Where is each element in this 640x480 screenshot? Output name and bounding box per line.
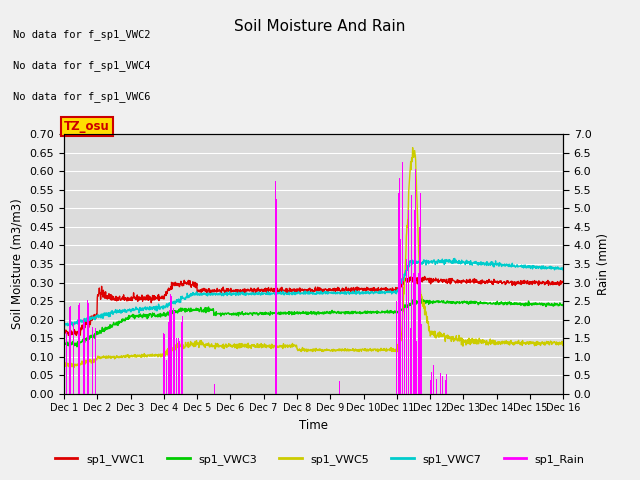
Legend: sp1_VWC1, sp1_VWC3, sp1_VWC5, sp1_VWC7, sp1_Rain: sp1_VWC1, sp1_VWC3, sp1_VWC5, sp1_VWC7, … xyxy=(51,450,589,469)
Bar xyxy=(163,333,164,394)
Bar xyxy=(275,181,276,394)
Bar xyxy=(166,362,167,394)
Bar xyxy=(166,361,167,394)
Text: No data for f_sp1_VWC4: No data for f_sp1_VWC4 xyxy=(13,60,150,71)
Bar xyxy=(433,368,434,394)
Bar xyxy=(339,383,340,394)
Bar xyxy=(399,178,400,394)
Bar xyxy=(69,307,70,394)
X-axis label: Time: Time xyxy=(299,419,328,432)
Bar xyxy=(92,336,93,394)
Bar xyxy=(418,261,419,394)
Bar xyxy=(429,379,430,394)
Bar xyxy=(168,323,169,394)
Bar xyxy=(176,338,177,394)
Bar xyxy=(182,330,183,394)
Bar xyxy=(398,192,399,394)
Bar xyxy=(83,319,84,394)
Bar xyxy=(446,373,447,394)
Bar xyxy=(430,380,431,394)
Bar xyxy=(416,345,417,394)
Bar xyxy=(174,311,175,394)
Bar xyxy=(436,381,437,394)
Bar xyxy=(419,227,420,394)
Bar xyxy=(176,338,177,394)
Text: No data for f_sp1_VWC2: No data for f_sp1_VWC2 xyxy=(13,29,150,40)
Text: Soil Moisture And Rain: Soil Moisture And Rain xyxy=(234,19,406,34)
Bar xyxy=(442,376,443,394)
Bar xyxy=(169,311,170,394)
Bar xyxy=(421,324,422,394)
Bar xyxy=(178,341,179,394)
Bar xyxy=(396,301,397,394)
Bar xyxy=(66,333,67,394)
Bar xyxy=(408,210,409,394)
Bar xyxy=(431,372,432,394)
Bar xyxy=(78,305,79,394)
Bar xyxy=(276,199,277,394)
Bar xyxy=(443,376,444,394)
Bar xyxy=(214,384,215,394)
Bar xyxy=(95,336,96,394)
Bar xyxy=(397,207,398,394)
Bar xyxy=(173,308,174,394)
Bar xyxy=(175,343,176,394)
Bar xyxy=(399,190,400,394)
Bar xyxy=(421,333,422,394)
Bar xyxy=(171,296,172,394)
Bar xyxy=(92,327,93,394)
Bar xyxy=(87,300,88,394)
Bar xyxy=(410,328,411,394)
Bar xyxy=(168,322,169,394)
Bar xyxy=(171,295,172,394)
Bar xyxy=(73,323,74,394)
Bar xyxy=(173,305,174,394)
Y-axis label: Soil Moisture (m3/m3): Soil Moisture (m3/m3) xyxy=(11,199,24,329)
Y-axis label: Rain (mm): Rain (mm) xyxy=(597,233,610,295)
Bar xyxy=(408,224,409,394)
Bar xyxy=(339,381,340,394)
Text: TZ_osu: TZ_osu xyxy=(64,120,109,133)
Bar xyxy=(413,283,414,394)
Bar xyxy=(214,385,215,394)
Bar xyxy=(433,365,434,394)
Text: No data for f_sp1_VWC6: No data for f_sp1_VWC6 xyxy=(13,91,150,102)
Bar xyxy=(73,326,74,394)
Bar xyxy=(179,341,180,394)
Bar xyxy=(170,294,171,394)
Bar xyxy=(181,322,182,394)
Bar xyxy=(95,336,96,394)
Bar xyxy=(431,374,433,394)
Bar xyxy=(88,302,89,394)
Bar xyxy=(178,338,179,394)
Bar xyxy=(418,273,419,394)
Bar xyxy=(414,210,415,394)
Bar xyxy=(436,379,437,394)
Bar xyxy=(440,372,441,394)
